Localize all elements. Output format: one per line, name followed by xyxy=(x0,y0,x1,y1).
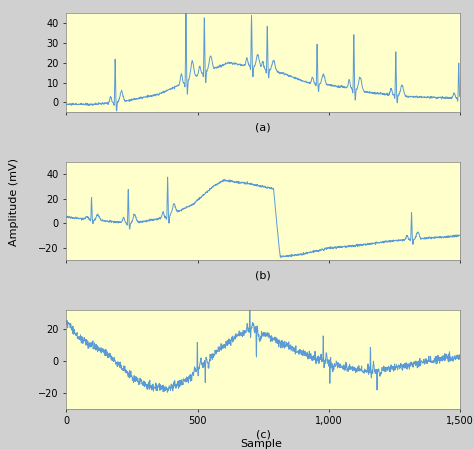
X-axis label: (a): (a) xyxy=(255,123,271,132)
X-axis label: (c): (c) xyxy=(255,429,271,439)
Text: Amplitude (mV): Amplitude (mV) xyxy=(9,158,19,246)
Text: Sample: Sample xyxy=(240,439,282,449)
X-axis label: (b): (b) xyxy=(255,271,271,281)
